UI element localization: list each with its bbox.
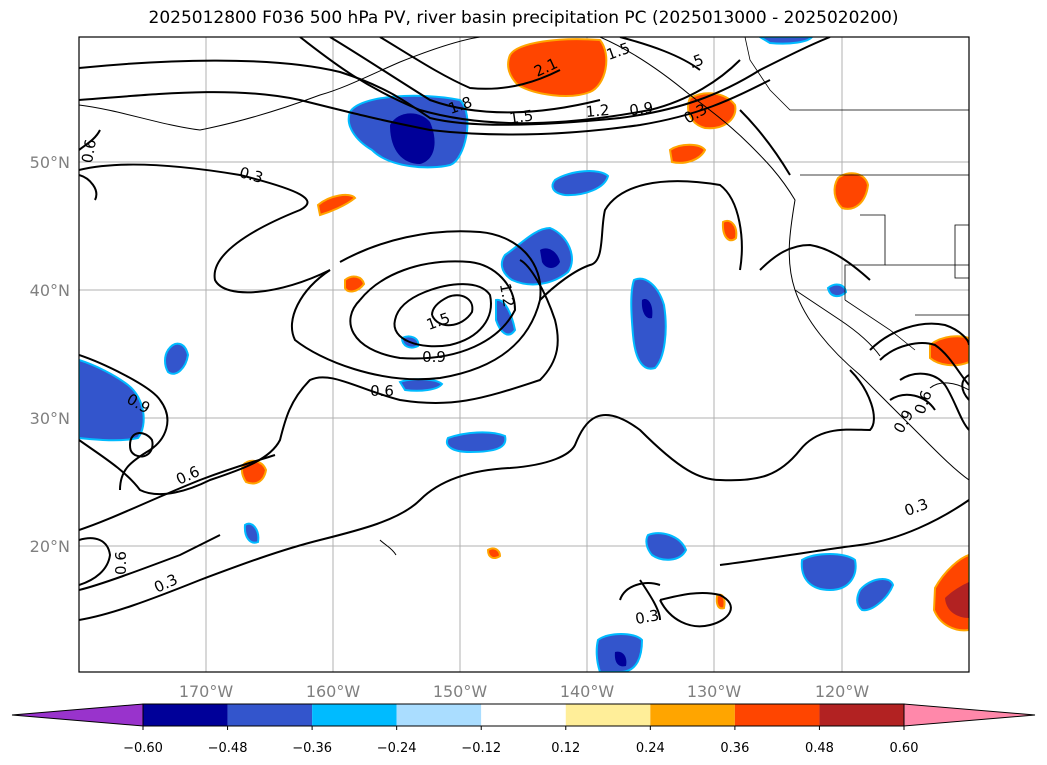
colorbar-tick-label: −0.48 — [208, 741, 248, 756]
colorbar-tick-label: 0.36 — [720, 741, 749, 756]
pv-contours — [79, 37, 969, 628]
colorbar-tick-label: 0.12 — [551, 741, 580, 756]
precip-negative-anomalies — [79, 37, 895, 672]
contour-label: 0.6 — [78, 138, 100, 165]
colorbar-segment — [650, 704, 735, 726]
colorbar — [11, 703, 1036, 727]
contour-label: 0.9 — [628, 98, 654, 119]
colorbar-extend-min — [11, 703, 144, 727]
longitude-label: 160°W — [306, 682, 361, 701]
contour-label: 0.3 — [237, 163, 265, 187]
contour-label: 0.9 — [422, 348, 446, 366]
colorbar-tick-label: −0.12 — [461, 741, 501, 756]
longitude-label: 170°W — [179, 682, 234, 701]
colorbar-segment — [565, 704, 651, 726]
contour-label: 0.6 — [112, 551, 130, 575]
political-borders — [744, 37, 969, 351]
longitude-label: 130°W — [687, 682, 742, 701]
longitude-label: 150°W — [433, 682, 488, 701]
latitude-label: 20°N — [30, 537, 70, 556]
figure-title: 2025012800 F036 500 hPa PV, river basin … — [148, 8, 899, 28]
colorbar-segment — [396, 704, 482, 726]
colorbar-segment — [481, 704, 566, 726]
map-frame — [78, 36, 970, 673]
colorbar-tick-label: 0.24 — [636, 741, 665, 756]
contour-label: 0.6 — [370, 382, 394, 400]
contour-label: .5 — [686, 50, 706, 72]
latitude-labels: 50°N 40°N 30°N 20°N — [30, 153, 70, 556]
colorbar-tick-label: 0.48 — [805, 741, 834, 756]
colorbar-extend-max — [903, 703, 1036, 727]
precip-positive-anomalies — [241, 38, 969, 632]
longitude-labels: 170°W 160°W 150°W 140°W 130°W 120°W — [179, 682, 870, 701]
contour-label: 0.3 — [634, 606, 661, 628]
colorbar-tick-labels: −0.60 −0.48 −0.36 −0.24 −0.12 0.12 0.24 0.36 0.4… — [123, 726, 918, 756]
colorbar-segment — [143, 704, 228, 726]
contour-label: 1.2 — [585, 101, 610, 121]
contour-label: 1.2 — [496, 282, 518, 309]
colorbar-segment — [819, 704, 904, 726]
colorbar-tick-label: −0.60 — [123, 741, 163, 756]
latitude-label: 40°N — [30, 281, 70, 300]
longitude-label: 120°W — [815, 682, 870, 701]
latitude-label: 50°N — [30, 153, 70, 172]
colorbar-segment — [227, 704, 313, 726]
colorbar-frame — [142, 703, 905, 727]
graticule — [79, 37, 969, 672]
longitude-label: 140°W — [560, 682, 615, 701]
colorbar-segment — [312, 704, 397, 726]
colorbar-segment — [734, 704, 820, 726]
colorbar-tick-label: −0.24 — [377, 741, 417, 756]
contour-label: 1.5 — [508, 106, 534, 127]
latitude-label: 30°N — [30, 409, 70, 428]
colorbar-tick-label: 0.60 — [890, 741, 919, 756]
colorbar-tick-label: −0.36 — [292, 741, 332, 756]
